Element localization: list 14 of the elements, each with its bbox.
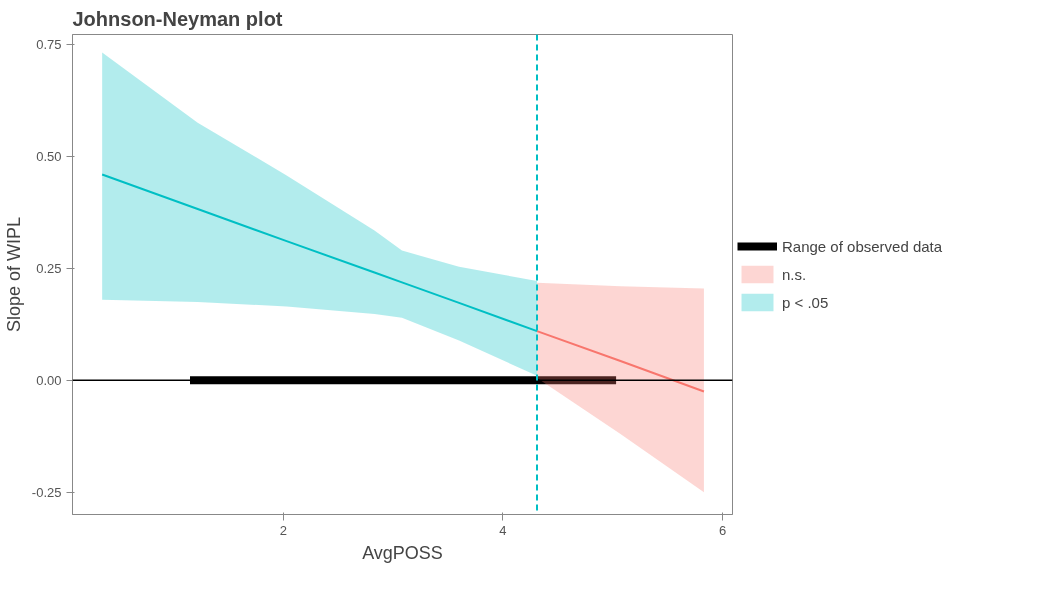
legend-label: p < .05 — [782, 293, 830, 311]
legend-label: Range of observed data — [782, 237, 943, 255]
y-tick-label: 0.75 — [36, 37, 62, 53]
y-tick-label: -0.25 — [31, 484, 62, 500]
y-tick-label: 0.00 — [36, 372, 62, 388]
x-axis-title: AvgPOSS — [362, 542, 443, 563]
x-tick-label: 6 — [719, 522, 727, 538]
y-tick-label: 0.25 — [36, 260, 62, 276]
y-tick-label: 0.50 — [36, 149, 62, 165]
x-tick-label: 4 — [499, 522, 507, 538]
x-tick-label: 2 — [279, 522, 287, 538]
y-axis-title: Slope of WIPL — [3, 216, 24, 333]
chart-title: Johnson-Neyman plot — [72, 7, 283, 30]
legend-label: n.s. — [782, 265, 808, 283]
